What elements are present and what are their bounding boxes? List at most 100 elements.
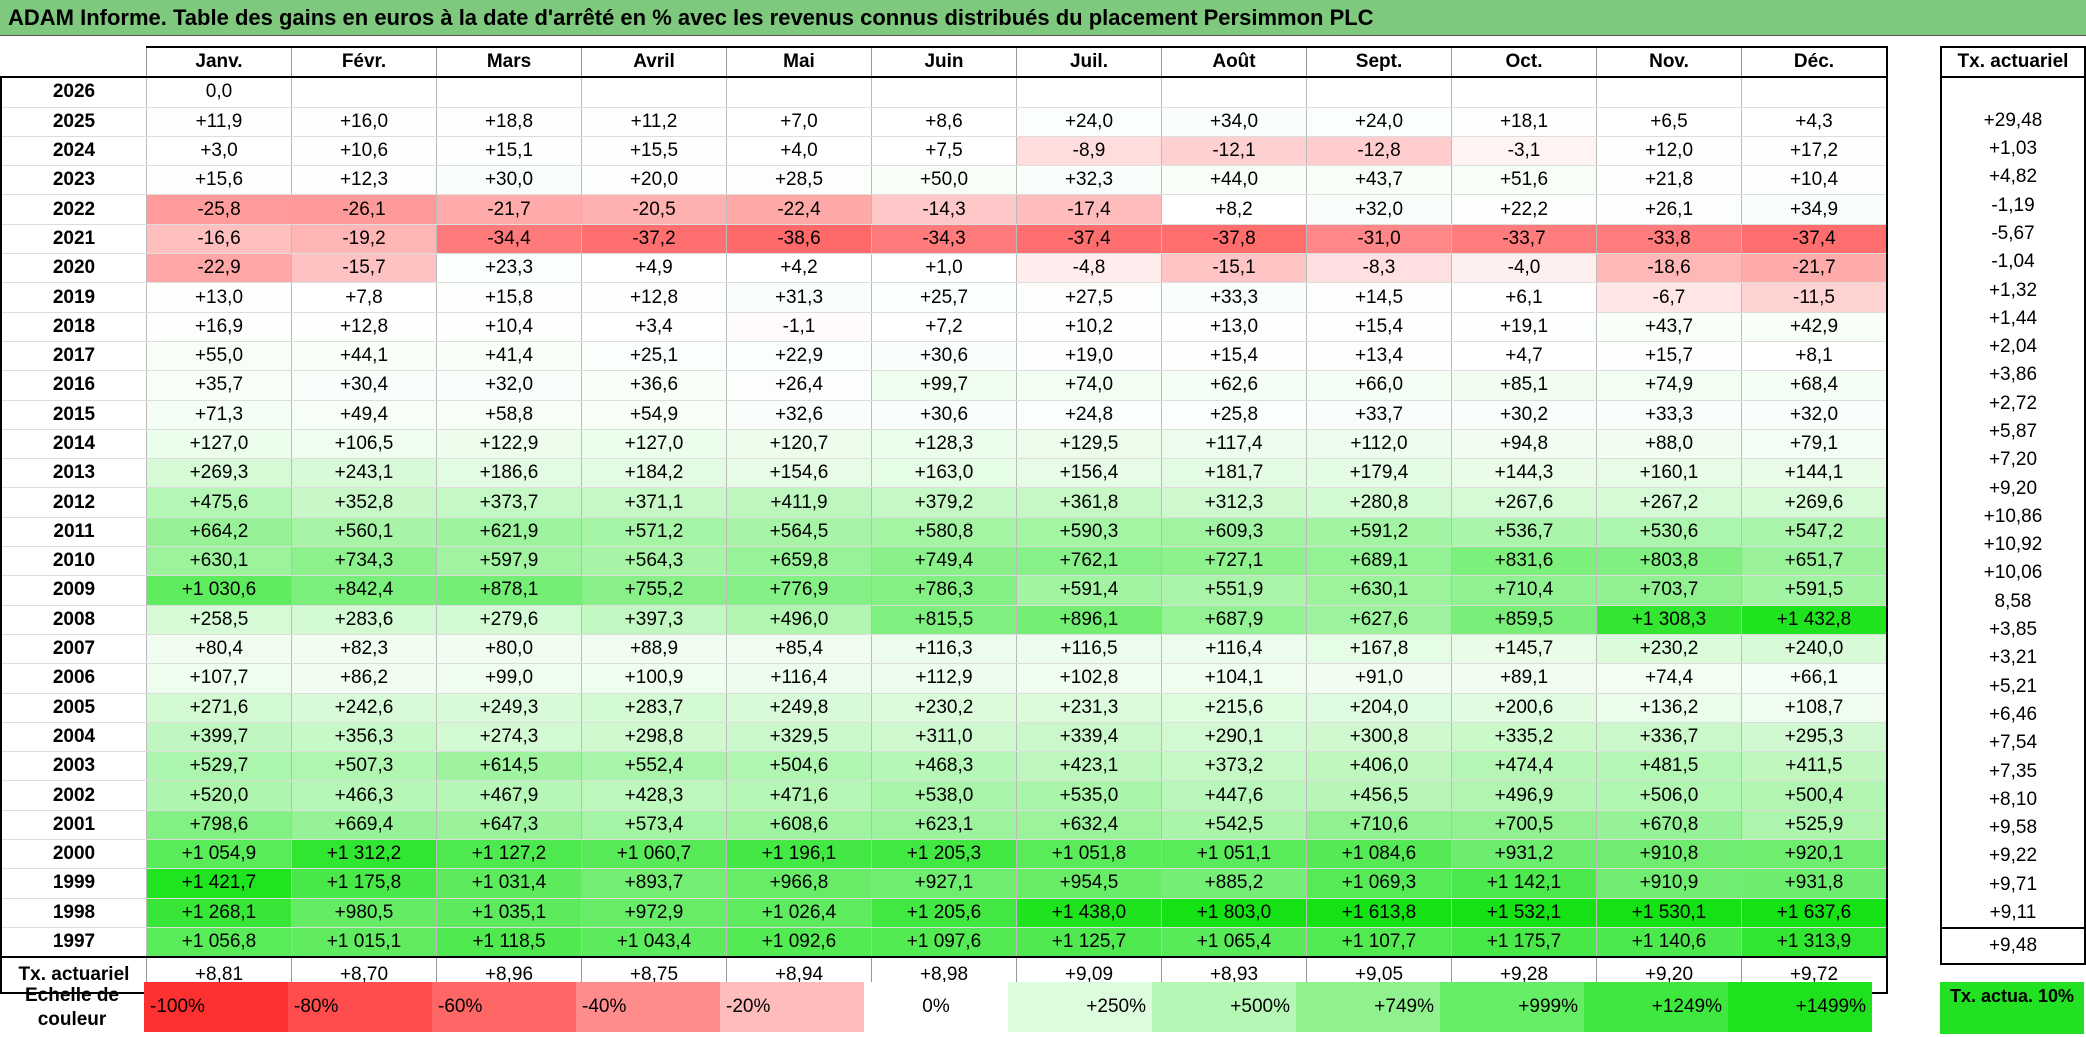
table-row: 2004 +399,7 +356,3 +274,3 +298,8 +329,5 +311,0…: [0, 722, 1888, 753]
gain-cell: +11,2: [581, 107, 727, 137]
gain-cell: +542,5: [1161, 810, 1307, 841]
gain-cell: +1 803,0: [1161, 898, 1307, 928]
rate-cell: +3,21: [1940, 644, 2086, 673]
month-header: Juin: [871, 45, 1017, 78]
gain-cell: +71,3: [146, 400, 292, 430]
table-row: 2023 +15,6 +12,3 +30,0 +20,0 +28,5 +50,0 +32,3 +…: [0, 165, 1888, 196]
table-row: 2018 +16,9 +12,8 +10,4 +3,4 -1,1 +7,2 +10,2 +13,…: [0, 312, 1888, 342]
gain-cell: +30,6: [871, 400, 1017, 430]
gains-table: Janv. Févr. Mars Avril Mai Juin Juil. Août Sept.…: [0, 45, 1888, 995]
gain-cell: +496,0: [726, 605, 872, 635]
rate-cell: +2,04: [1940, 332, 2086, 362]
gain-cell: +627,6: [1306, 605, 1452, 635]
gain-cell: +379,2: [871, 487, 1017, 518]
table-row: 1998 +1 268,1 +980,5 +1 035,1 +972,9 +1 026,4…: [0, 898, 1888, 928]
rate-header: Tx. actuariel: [1940, 45, 2086, 78]
gain-cell: +184,2: [581, 458, 727, 489]
year-label: 2024: [0, 136, 147, 167]
rate-row: +1,32: [1940, 276, 2086, 305]
gain-cell: +35,7: [146, 370, 292, 401]
gain-cell: +1 530,1: [1596, 898, 1742, 928]
gain-cell: +1 205,3: [871, 839, 1017, 870]
rate-cell: 8,58: [1940, 587, 2086, 616]
gain-cell: +30,0: [436, 165, 582, 196]
legend-swatch: -40%: [576, 982, 720, 1032]
year-label: 2011: [0, 517, 147, 548]
gain-cell: -8,9: [1016, 136, 1162, 167]
gain-cell: +1 205,6: [871, 898, 1017, 928]
rate-row: +9,11: [1940, 898, 2086, 930]
year-label: 2010: [0, 546, 147, 577]
gain-cell: +1 532,1: [1451, 898, 1597, 928]
gain-cell: +1 051,1: [1161, 839, 1307, 870]
table-row: 1999 +1 421,7 +1 175,8 +1 031,4 +893,7 +966,8…: [0, 868, 1888, 899]
gain-cell: +74,9: [1596, 370, 1742, 401]
gain-cell: +651,7: [1741, 546, 1888, 577]
gain-cell: +762,1: [1016, 546, 1162, 577]
gain-cell: +1 312,2: [291, 839, 437, 870]
gain-cell: +269,3: [146, 458, 292, 489]
table-row: 2007 +80,4 +82,3 +80,0 +88,9 +85,4 +116,3 +116,…: [0, 634, 1888, 665]
table-row: 2008 +258,5 +283,6 +279,6 +397,3 +496,0 +815,5…: [0, 605, 1888, 635]
rate-cell: [1940, 76, 2086, 107]
gain-cell: +85,4: [726, 634, 872, 665]
gain-cell: +371,1: [581, 487, 727, 518]
gain-cell: +700,5: [1451, 810, 1597, 841]
gain-cell: +980,5: [291, 898, 437, 928]
gain-cell: +12,0: [1596, 136, 1742, 167]
gain-cell: +116,5: [1016, 634, 1162, 665]
gain-cell: -21,7: [436, 194, 582, 225]
year-label: 2003: [0, 751, 147, 782]
gain-cell: +10,2: [1016, 312, 1162, 342]
gain-cell: +1 308,3: [1596, 605, 1742, 635]
year-label: 2013: [0, 458, 147, 489]
gain-cell: +910,8: [1596, 839, 1742, 870]
gain-cell: +1 097,6: [871, 927, 1017, 959]
rate-cell: +3,85: [1940, 615, 2086, 645]
gain-cell: +6,5: [1596, 107, 1742, 137]
gain-cell: +10,4: [436, 312, 582, 342]
gain-cell: +62,6: [1161, 370, 1307, 401]
rate-cell: +4,82: [1940, 163, 2086, 192]
month-header: Sept.: [1306, 45, 1452, 78]
gain-cell: +298,8: [581, 722, 727, 753]
gain-cell: +564,3: [581, 546, 727, 577]
rate-cell: +10,86: [1940, 502, 2086, 532]
gain-cell: +58,8: [436, 400, 582, 430]
table-row: 2013 +269,3 +243,1 +186,6 +184,2 +154,6 +163,0…: [0, 458, 1888, 489]
gain-cell: +33,3: [1161, 282, 1307, 313]
gain-cell: 0,0: [146, 76, 292, 108]
gain-cell: -11,5: [1741, 282, 1888, 313]
gain-cell: +927,1: [871, 868, 1017, 899]
gain-cell: +80,4: [146, 634, 292, 665]
gain-cell: +1 054,9: [146, 839, 292, 870]
year-label: 2008: [0, 605, 147, 635]
gain-cell: +163,0: [871, 458, 1017, 489]
gain-cell: +112,0: [1306, 429, 1452, 460]
rate-row: -1,19: [1940, 191, 2086, 220]
gain-cell: +117,4: [1161, 429, 1307, 460]
gain-cell: [1741, 76, 1888, 108]
corner-cell: [1, 47, 147, 77]
gain-cell: +18,8: [436, 107, 582, 137]
gain-cell: +664,2: [146, 517, 292, 548]
gain-cell: +269,6: [1741, 487, 1888, 518]
gain-cell: +242,6: [291, 693, 437, 723]
gain-cell: +1 175,7: [1451, 927, 1597, 959]
gain-cell: +44,0: [1161, 165, 1307, 196]
legend-swatch: +250%: [1008, 982, 1152, 1032]
gain-cell: +423,1: [1016, 751, 1162, 782]
gain-cell: +591,4: [1016, 575, 1162, 606]
gain-cell: +33,3: [1596, 400, 1742, 430]
gain-cell: +703,7: [1596, 575, 1742, 606]
gain-cell: +32,6: [726, 400, 872, 430]
gain-cell: +167,8: [1306, 634, 1452, 665]
gain-cell: +86,2: [291, 663, 437, 694]
rate-cell: +29,48: [1940, 106, 2086, 135]
gain-cell: +22,2: [1451, 194, 1597, 225]
gain-cell: -4,0: [1451, 253, 1597, 284]
gain-cell: +8,2: [1161, 194, 1307, 225]
gain-cell: +34,9: [1741, 194, 1888, 225]
gain-cell: -20,5: [581, 194, 727, 225]
gain-cell: +885,2: [1161, 868, 1307, 899]
